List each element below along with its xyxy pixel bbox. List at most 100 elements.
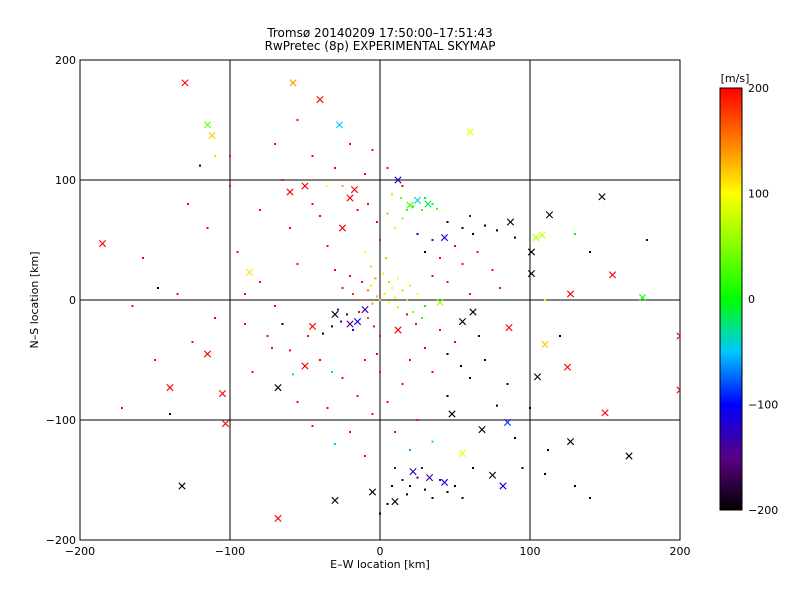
x-marker-stroke bbox=[245, 268, 254, 276]
dot-marker bbox=[409, 485, 411, 487]
dot-marker bbox=[446, 395, 449, 397]
dot-marker bbox=[472, 233, 474, 235]
x-marker bbox=[301, 182, 309, 190]
x-marker bbox=[527, 248, 536, 256]
x-marker bbox=[545, 211, 554, 219]
dot-marker bbox=[446, 491, 449, 493]
x-marker bbox=[245, 268, 254, 276]
dot-marker bbox=[401, 289, 404, 292]
dot-marker bbox=[214, 317, 216, 319]
dot-marker bbox=[484, 359, 486, 361]
x-marker bbox=[533, 373, 542, 381]
x-marker-stroke bbox=[563, 363, 572, 371]
dot-marker bbox=[206, 227, 209, 229]
x-marker bbox=[308, 322, 317, 330]
dot-marker bbox=[454, 341, 456, 343]
x-tick-label: 0 bbox=[377, 545, 384, 558]
x-marker bbox=[458, 318, 467, 326]
dot-marker bbox=[337, 308, 339, 311]
chart-title: Tromsø 20140209 17:50:00–17:51:43 bbox=[267, 26, 493, 40]
dot-marker bbox=[361, 299, 363, 301]
dot-marker bbox=[386, 503, 389, 505]
x-marker-stroke bbox=[527, 248, 536, 256]
x-marker bbox=[436, 298, 444, 306]
x-tick-label: 200 bbox=[670, 545, 691, 558]
dot-marker bbox=[514, 236, 516, 239]
x-marker bbox=[289, 79, 297, 87]
dot-marker bbox=[469, 377, 471, 379]
dot-marker bbox=[157, 287, 159, 289]
colorbar-tick-label: 0 bbox=[748, 293, 755, 306]
y-tick-label: −100 bbox=[46, 414, 76, 427]
x-marker-stroke bbox=[625, 452, 633, 460]
x-marker bbox=[527, 270, 536, 278]
x-marker bbox=[98, 240, 107, 248]
x-axis: −200 −100 0 100 200 bbox=[65, 545, 691, 558]
dot-marker bbox=[491, 269, 494, 271]
dot-marker bbox=[391, 287, 393, 289]
x-marker-stroke bbox=[286, 188, 294, 196]
x-marker bbox=[274, 384, 282, 392]
x-marker-stroke bbox=[676, 389, 680, 394]
dot-marker bbox=[421, 467, 423, 469]
x-marker bbox=[391, 498, 399, 506]
x-marker bbox=[638, 294, 647, 302]
dot-marker bbox=[416, 476, 419, 479]
x-marker bbox=[346, 194, 354, 202]
dot-marker bbox=[401, 479, 404, 481]
dot-marker bbox=[229, 185, 231, 187]
x-marker-stroke bbox=[274, 384, 282, 392]
x-marker bbox=[563, 363, 572, 371]
dot-marker bbox=[472, 467, 474, 469]
x-marker-stroke bbox=[301, 362, 309, 370]
dot-marker bbox=[646, 239, 648, 241]
x-marker bbox=[478, 426, 486, 434]
x-marker-stroke bbox=[458, 450, 467, 458]
dot-marker bbox=[367, 317, 369, 319]
x-marker-stroke bbox=[178, 482, 186, 490]
dot-marker bbox=[386, 167, 389, 169]
x-marker-stroke bbox=[608, 271, 617, 279]
dot-marker bbox=[319, 215, 321, 217]
x-marker-stroke bbox=[203, 350, 212, 358]
dot-marker bbox=[214, 155, 216, 157]
dot-marker bbox=[460, 365, 462, 367]
dot-marker bbox=[529, 407, 531, 409]
dot-marker bbox=[544, 299, 546, 301]
dot-marker bbox=[454, 245, 456, 247]
dot-marker bbox=[361, 281, 363, 283]
colorbar-label: [m/s] bbox=[721, 72, 750, 85]
dot-marker bbox=[292, 373, 294, 376]
dot-marker bbox=[319, 359, 321, 361]
dot-marker bbox=[424, 488, 426, 491]
x-marker bbox=[458, 450, 467, 458]
dot-marker bbox=[424, 197, 426, 199]
dot-marker bbox=[478, 335, 480, 337]
dot-marker bbox=[340, 320, 342, 323]
dot-marker bbox=[446, 281, 449, 283]
x-marker-stroke bbox=[361, 306, 369, 314]
colorbar: [m/s] 200 100 0 −100 −200 bbox=[719, 72, 778, 517]
x-marker bbox=[274, 514, 282, 522]
x-marker bbox=[346, 320, 354, 328]
x-marker bbox=[598, 193, 606, 201]
x-marker-stroke bbox=[601, 409, 609, 417]
dot-marker bbox=[259, 209, 261, 211]
y-axis-title: N–S location [km] bbox=[28, 251, 41, 348]
dot-marker bbox=[416, 419, 419, 421]
x-marker bbox=[601, 409, 609, 417]
dot-marker bbox=[334, 167, 336, 169]
x-marker bbox=[676, 332, 680, 340]
x-marker-stroke bbox=[166, 384, 174, 392]
x-marker-stroke bbox=[350, 186, 359, 194]
dot-marker bbox=[374, 277, 377, 280]
dot-marker bbox=[454, 485, 456, 487]
dot-marker bbox=[394, 227, 396, 229]
x-marker-stroke bbox=[676, 332, 680, 337]
dot-marker bbox=[461, 263, 464, 265]
dot-marker bbox=[416, 233, 419, 235]
dot-marker bbox=[400, 197, 402, 199]
x-marker-stroke bbox=[316, 96, 324, 104]
dot-marker bbox=[364, 359, 366, 361]
dot-marker bbox=[367, 289, 369, 292]
